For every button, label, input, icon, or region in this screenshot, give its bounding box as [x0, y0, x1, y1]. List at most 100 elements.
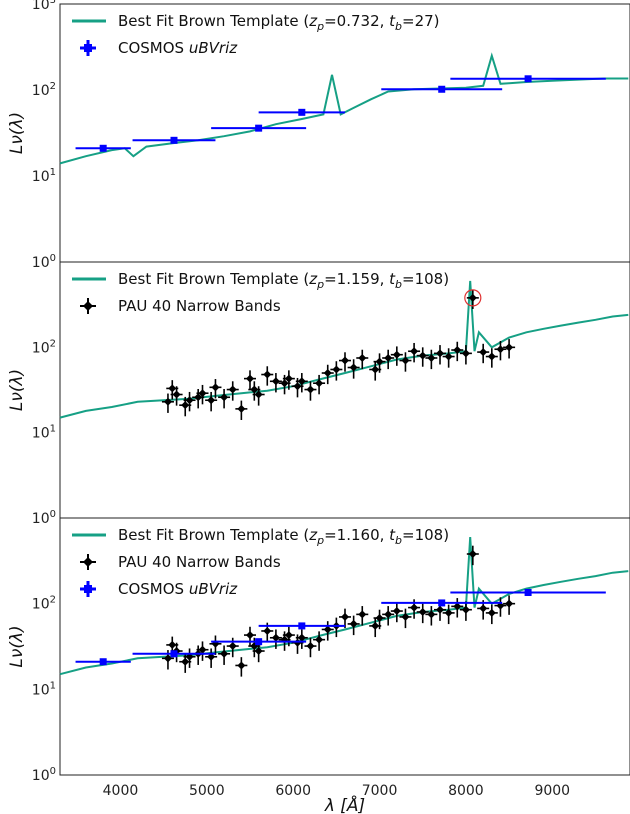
- pau-point: [375, 357, 384, 366]
- pau-point: [250, 385, 259, 394]
- pau-point: [427, 353, 436, 362]
- pau-point: [461, 605, 470, 614]
- pau-point: [323, 369, 332, 378]
- pau-point: [315, 379, 324, 388]
- x-axis-label: λ [Å]: [324, 794, 365, 814]
- panel-middle: 100 101 102 Lν(λ) Best Fit Brown Template (z…: [7, 261, 630, 527]
- pau-point: [461, 349, 470, 358]
- x-tick-label: 6000: [275, 783, 311, 799]
- cosmos-point: [99, 144, 107, 152]
- cosmos-point: [524, 75, 532, 83]
- pau-point: [284, 374, 293, 383]
- x-tick-label: 8000: [448, 783, 484, 799]
- pau-point: [237, 404, 246, 413]
- cosmos-point: [438, 85, 446, 93]
- pau-point: [280, 379, 289, 388]
- y-tick-label: 103: [32, 0, 56, 13]
- pau-point: [172, 390, 181, 399]
- x-tick-label: 4000: [103, 783, 139, 799]
- highlight-circle: [464, 289, 482, 307]
- cosmos-point: [298, 108, 306, 116]
- pau-point: [198, 389, 207, 398]
- pau-point: [401, 612, 410, 621]
- x-tick-label: 5000: [189, 783, 225, 799]
- pau-point: [436, 605, 444, 614]
- pau-point: [297, 633, 306, 642]
- pau-point: [254, 390, 263, 399]
- pau-point: [220, 393, 229, 402]
- pau-point: [297, 377, 306, 386]
- y-axis-label: Lν(λ): [7, 369, 27, 411]
- pau-point: [496, 345, 505, 354]
- pau-point: [306, 385, 315, 394]
- pau-point: [293, 382, 302, 391]
- template-line: [59, 52, 629, 165]
- y-tick-label: 102: [32, 338, 56, 356]
- pau-point: [168, 384, 177, 393]
- y-tick-label: 100: [32, 509, 56, 527]
- pau-point: [436, 349, 444, 358]
- pau-point: [392, 607, 401, 616]
- pau-point: [163, 654, 172, 663]
- pau-point: [246, 631, 254, 640]
- legend-marker-swatch: [84, 585, 92, 593]
- pau-point: [246, 374, 254, 383]
- cosmos-point: [298, 622, 306, 630]
- cosmos-point: [255, 124, 263, 132]
- pau-point: [181, 401, 190, 410]
- pau-point: [315, 635, 324, 644]
- pau-point: [401, 356, 410, 365]
- y-tick-label: 101: [32, 424, 56, 442]
- y-tick-label: 101: [32, 680, 56, 698]
- pau-point: [194, 393, 203, 402]
- pau-point: [220, 649, 229, 658]
- pau-point: [487, 352, 496, 361]
- y-tick-label: 101: [32, 167, 56, 185]
- pau-point: [410, 603, 419, 612]
- pau-point: [168, 640, 177, 649]
- y-tick-label: 102: [32, 595, 56, 613]
- pau-point: [410, 347, 419, 356]
- pau-point: [371, 621, 380, 630]
- y-tick-label: 102: [32, 81, 56, 99]
- pau-point: [163, 397, 172, 406]
- pau-point: [332, 365, 341, 374]
- pau-point: [263, 626, 272, 635]
- pau-point: [384, 353, 393, 362]
- pau-point: [384, 610, 393, 619]
- pau-point: [468, 293, 477, 302]
- pau-point: [453, 346, 462, 355]
- x-tick-label: 7000: [362, 783, 398, 799]
- pau-point: [487, 608, 496, 617]
- pau-point: [271, 633, 280, 642]
- pau-point: [323, 625, 332, 634]
- pau-point: [427, 610, 436, 619]
- pau-point: [418, 607, 427, 616]
- cosmos-point: [438, 599, 446, 607]
- pau-point: [181, 657, 190, 666]
- legend-label: COSMOS uBVriz: [118, 580, 238, 598]
- pau-point: [392, 350, 401, 359]
- legend-marker-swatch: [83, 557, 93, 567]
- pau-point: [349, 363, 358, 372]
- legend-label: Best Fit Brown Template (zp=1.159, tb=10…: [118, 270, 449, 291]
- pau-point: [306, 642, 315, 651]
- pau-point: [479, 348, 488, 357]
- plot-frame: [59, 517, 630, 776]
- pau-point: [228, 385, 237, 394]
- pau-point: [444, 352, 453, 361]
- pau-point: [237, 661, 246, 670]
- panel-bottom: 100 101 102 Lν(λ) Best Fit Brown Template (z…: [7, 517, 630, 814]
- pau-point: [505, 343, 514, 352]
- legend-label: Best Fit Brown Template (zp=1.160, tb=10…: [118, 526, 449, 547]
- pau-point: [228, 642, 237, 651]
- y-axis-label: Lν(λ): [7, 112, 27, 154]
- pau-point: [358, 610, 367, 619]
- pau-point: [341, 612, 349, 621]
- pau-point: [453, 602, 462, 611]
- pau-point: [505, 599, 514, 608]
- legend-label: PAU 40 Narrow Bands: [118, 297, 281, 315]
- pau-point: [375, 614, 384, 623]
- pau-point: [479, 604, 488, 613]
